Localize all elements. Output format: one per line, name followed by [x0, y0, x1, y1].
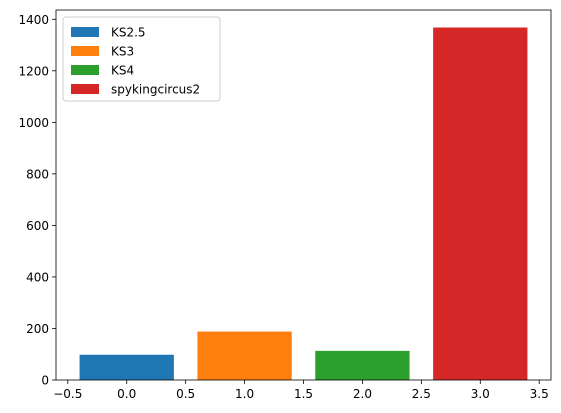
x-tick-label: −0.5 — [53, 387, 82, 401]
axes-layer: −0.5 0.0 0.5 1.0 1.5 2.0 2.5 3.0 3.5 0 200 400 600 80… — [18, 9, 552, 401]
legend-box — [62, 16, 221, 102]
y-tick-label: 800 — [26, 167, 49, 181]
legend-label-2: KS4 — [111, 64, 134, 78]
legend-swatch-2 — [71, 65, 99, 75]
y-tick-label: 1400 — [18, 13, 49, 27]
bars-layer — [79, 27, 528, 380]
legend-label-0: KS2.5 — [111, 26, 146, 40]
y-tick-label: 1000 — [18, 116, 49, 130]
x-tick-label: 2.0 — [353, 387, 372, 401]
bar-0 — [79, 354, 174, 380]
x-tick-label: 0.0 — [117, 387, 136, 401]
legend-label-3: spykingcircus2 — [111, 83, 200, 97]
y-tick-label: 0 — [41, 374, 49, 388]
y-tick-label: 400 — [26, 270, 49, 284]
x-tick-label: 2.5 — [412, 387, 431, 401]
x-tick-label: 1.5 — [294, 387, 313, 401]
legend-label-1: KS3 — [111, 45, 134, 59]
bar-1 — [197, 331, 292, 380]
legend-swatch-1 — [71, 46, 99, 56]
x-tick-label: 3.5 — [530, 387, 549, 401]
bar-2 — [315, 350, 410, 380]
bar-3 — [433, 27, 528, 380]
legend-swatch-3 — [71, 84, 99, 94]
x-tick-label: 3.0 — [471, 387, 490, 401]
x-tick-label: 1.0 — [235, 387, 254, 401]
y-tick-label: 1200 — [18, 64, 49, 78]
legend-swatch-0 — [71, 27, 99, 37]
legend: KS2.5 KS3 KS4 spykingcircus2 — [62, 16, 221, 102]
y-tick-label: 600 — [26, 219, 49, 233]
x-tick-label: 0.5 — [176, 387, 195, 401]
y-tick-label: 200 — [26, 322, 49, 336]
